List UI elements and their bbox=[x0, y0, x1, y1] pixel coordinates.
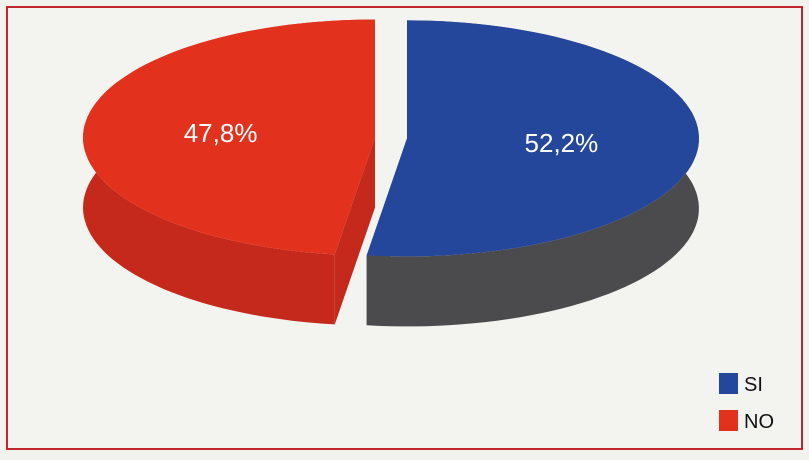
pie-slice-label-si: 52,2% bbox=[525, 128, 599, 158]
pie-cut-face-no-start bbox=[334, 137, 375, 325]
pie-slice-no bbox=[83, 19, 375, 255]
pie-tops bbox=[83, 19, 699, 257]
legend-label-si: SI bbox=[744, 374, 763, 396]
legend-swatch-no bbox=[719, 410, 738, 431]
legend-label-no: NO bbox=[744, 411, 774, 433]
legend-swatch-si bbox=[719, 373, 738, 394]
pie-labels: 52,2% 47,8% bbox=[184, 118, 599, 158]
pie-slice-label-no: 47,8% bbox=[184, 118, 258, 148]
pie-chart: 52,2% 47,8% SI NO bbox=[83, 19, 774, 433]
pie-slice-si bbox=[366, 20, 699, 257]
legend: SI NO bbox=[719, 373, 774, 433]
chart-frame: 52,2% 47,8% SI NO bbox=[6, 6, 803, 450]
